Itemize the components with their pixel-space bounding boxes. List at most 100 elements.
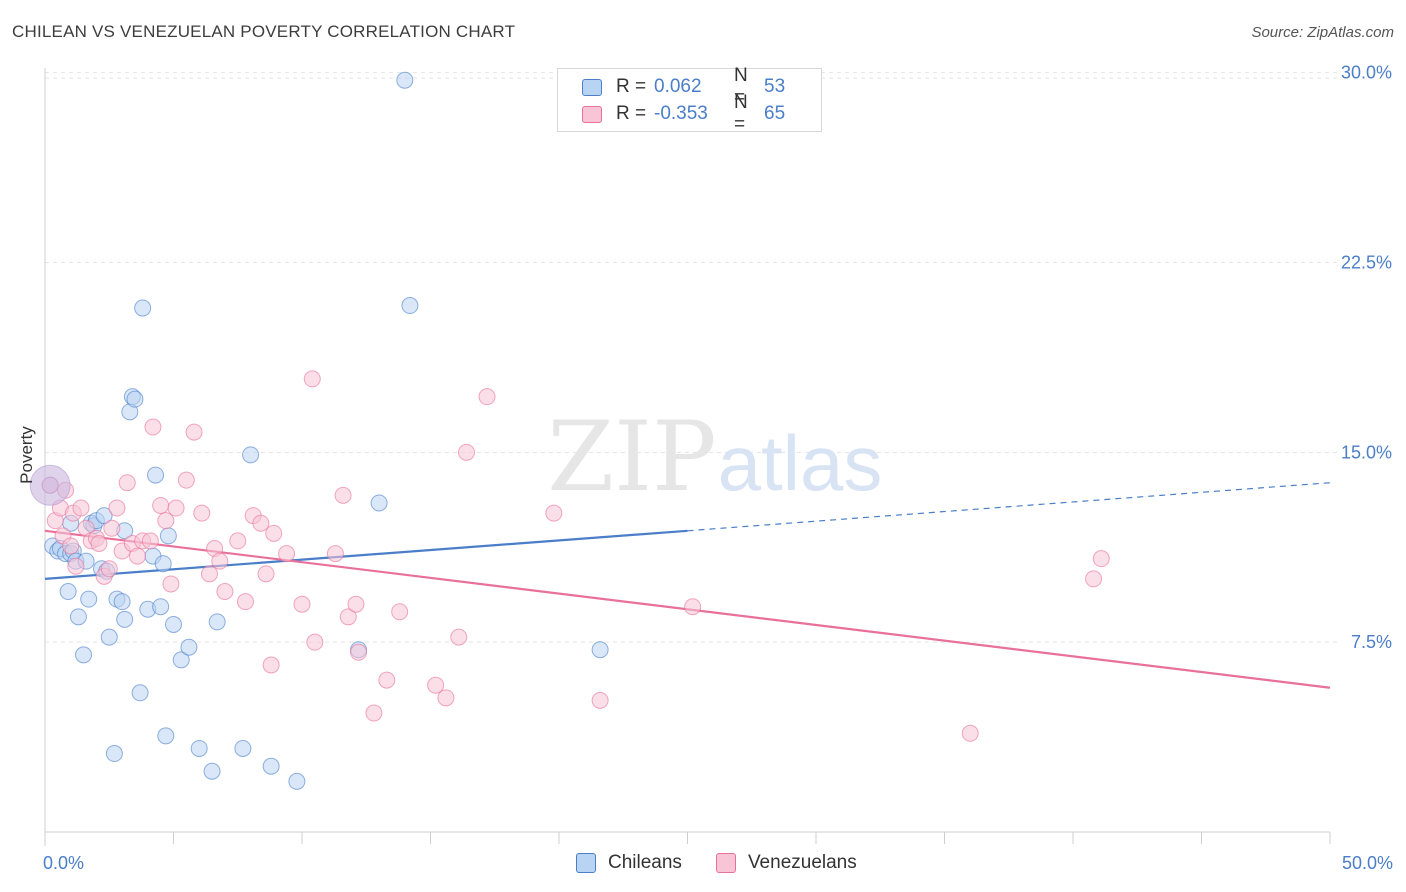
axes [44, 68, 1331, 846]
chileans-point [234, 739, 252, 757]
series-legend: Chileans Venezuelans [576, 852, 891, 874]
venezuelans-point [252, 514, 270, 532]
venezuelans-point [152, 496, 170, 514]
venezuelans-point [545, 504, 563, 522]
chileans-point [154, 555, 172, 573]
venezuelans-point [177, 471, 195, 489]
chileans-point [80, 590, 98, 608]
chart-title: CHILEAN VS VENEZUELAN POVERTY CORRELATIO… [12, 22, 516, 41]
chileans-point [105, 745, 123, 763]
venezuelans-point [193, 504, 211, 522]
venezuelans-point [265, 524, 283, 542]
legend-swatch-venezuelans [582, 105, 602, 123]
venezuelans-point [118, 474, 136, 492]
venezuelans-point [450, 628, 468, 646]
x-tick-label: 50.0% [1342, 853, 1393, 873]
venezuelans-point [437, 689, 455, 707]
chileans-point [95, 507, 113, 525]
legend-swatch-venezuelans [715, 853, 736, 873]
chileans-point [100, 628, 118, 646]
chileans-point [59, 583, 77, 601]
venezuelans-point [326, 545, 344, 563]
venezuelans-point [157, 512, 175, 530]
legend-r-value: 0.062 [654, 76, 702, 97]
venezuelans-point [144, 418, 162, 436]
venezuelans-point [591, 691, 609, 709]
legend-row-venezuelans: R = -0.353 N = 65 [582, 92, 786, 135]
legend-swatch-chileans [582, 78, 602, 96]
watermark-zip: ZIP [547, 401, 716, 513]
y-tick-label: 22.5% [1341, 252, 1392, 272]
chileans-point [157, 727, 175, 745]
chileans-point [288, 772, 306, 790]
venezuelans-point [229, 532, 247, 550]
chileans-point [396, 71, 414, 89]
chileans-trend-line [44, 529, 688, 580]
legend-n-value: 65 [764, 103, 786, 124]
venezuelans-point [303, 370, 321, 388]
legend-r-label: R = [616, 76, 647, 97]
venezuelans-point [72, 499, 90, 517]
venezuelans-point [478, 388, 496, 406]
venezuelans-point [185, 423, 203, 441]
venezuelans-point [391, 603, 409, 621]
trend-lines [44, 482, 1331, 689]
venezuelans-point [100, 560, 118, 578]
venezuelans-point [684, 598, 702, 616]
watermark: ZIP atlas [547, 401, 882, 513]
legend-r-value: -0.353 [654, 103, 708, 124]
legend-row-chileans: R = 0.062 N = 53 [582, 65, 785, 108]
source-label: Source: ZipAtlas.com [1251, 24, 1394, 41]
chileans-point [147, 466, 165, 484]
chileans-point [152, 598, 170, 616]
venezuelans-point [236, 593, 254, 611]
legend-label-chileans: Chileans [608, 852, 682, 873]
legend-n-label: N = [734, 92, 748, 135]
chileans-point [165, 615, 182, 633]
venezuelans-point [141, 532, 159, 550]
venezuelans-point [108, 499, 126, 517]
venezuelans-point [211, 552, 229, 570]
venezuelans-point [1092, 550, 1110, 568]
venezuelans-point [339, 608, 357, 626]
venezuelans-point [961, 724, 979, 742]
venezuelans-point [457, 443, 475, 461]
chileans-point [172, 651, 190, 669]
y-tick-label: 15.0% [1341, 442, 1392, 462]
chileans-point [116, 610, 134, 628]
chileans-point [401, 297, 419, 315]
venezuelans-point [378, 671, 396, 689]
x-tick-label: 0.0% [43, 853, 84, 873]
chileans-point [131, 684, 149, 702]
venezuelans-point [262, 656, 280, 674]
venezuelans-point [306, 633, 324, 651]
venezuelans-point [216, 583, 234, 601]
venezuelans-point [1085, 570, 1103, 588]
chileans-point [134, 299, 152, 317]
chileans-point [242, 446, 260, 464]
venezuelans-point [67, 557, 85, 575]
venezuelans-point [347, 595, 365, 613]
tick-labels: 7.5% 15.0% 22.5% 30.0% 0.0% 50.0% [43, 63, 1393, 873]
legend-r-label: R = [616, 103, 647, 124]
venezuelans-point [162, 575, 180, 593]
legend-swatch-chileans [576, 853, 596, 873]
correlation-legend: R = 0.062 N = 53 R = -0.353 N = 65 [557, 65, 822, 135]
legend-label-venezuelans: Venezuelans [747, 852, 857, 873]
chileans-point [190, 739, 208, 757]
venezuelans-point [278, 545, 296, 563]
venezuelans-point [103, 519, 121, 537]
legend-item-chileans[interactable]: Chileans [576, 852, 682, 874]
chileans-point [126, 390, 144, 408]
venezuelans-point [129, 547, 147, 565]
watermark-atlas: atlas [718, 419, 883, 507]
venezuelans-point [427, 676, 445, 694]
data-points [29, 71, 1110, 790]
chileans-point [69, 608, 87, 626]
y-tick-label: 30.0% [1341, 63, 1392, 83]
venezuelans-point [350, 643, 368, 661]
legend-item-venezuelans[interactable]: Venezuelans [715, 852, 857, 874]
legend-n-label: N = [734, 65, 748, 108]
venezuelans-point [62, 537, 80, 555]
